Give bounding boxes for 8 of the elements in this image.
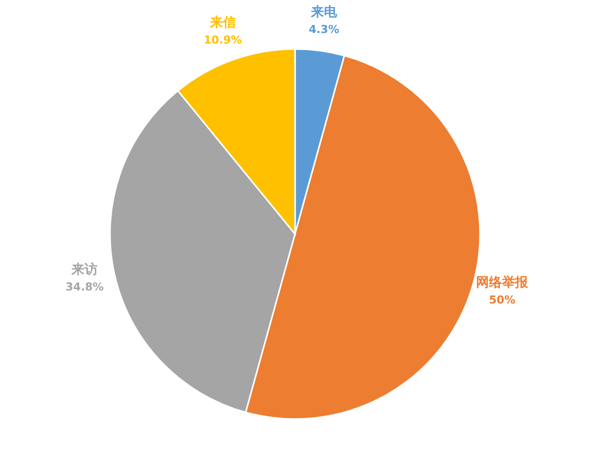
data-label: 10.9% [204,33,242,46]
data-label: 34.8% [66,280,104,294]
slice-label: 来电 [310,4,338,20]
slice-label: 来访 [70,261,98,278]
slice-label: 来信 [208,15,236,30]
data-label: 4.3% [308,22,340,36]
data-label: 50% [489,293,516,306]
slice-label: 网络举报 [476,274,530,290]
